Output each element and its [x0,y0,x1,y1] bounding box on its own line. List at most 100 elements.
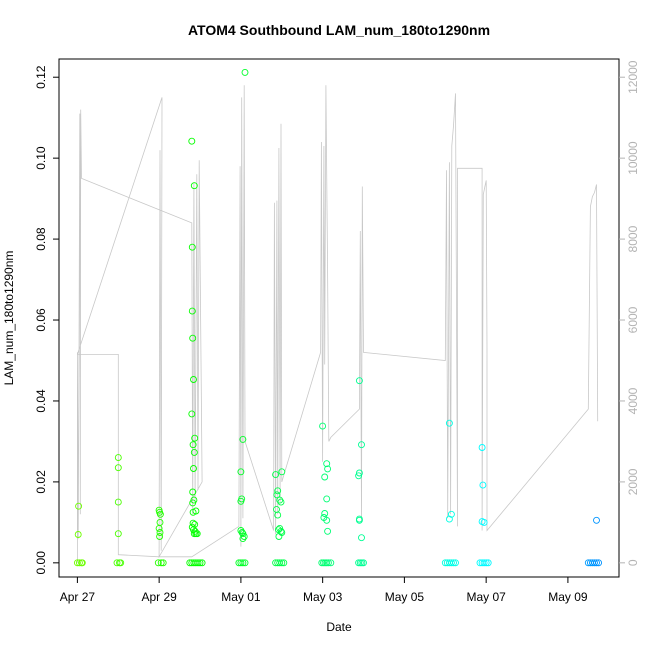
data-point [274,511,282,519]
y2-tick-label: 8000 [626,225,640,252]
y-tick-label: 0.10 [34,146,48,170]
data-point [114,530,122,538]
y-tick-label: 0.04 [34,389,48,413]
data-point [237,468,245,476]
data-point [198,559,206,567]
data-point [189,499,197,507]
data-point [190,182,198,190]
data-point [280,559,288,567]
data-point [190,376,197,383]
data-point [75,559,83,567]
data-point [239,435,247,443]
data-point [321,473,329,481]
secondary-series [76,85,599,563]
data-point [73,559,81,567]
data-point [278,559,286,567]
data-point [113,559,121,567]
x-tick-label: May 09 [548,590,588,604]
data-point [191,434,199,442]
y-tick-label: 0.00 [34,551,48,575]
data-point [478,444,486,451]
data-point [241,68,249,76]
data-point [239,535,247,543]
data-point [188,137,196,145]
data-point [324,527,332,535]
data-point [452,559,459,567]
data-point [323,460,331,468]
data-point [192,507,200,515]
data-point [117,559,125,567]
data-point [196,559,204,567]
data-point [274,487,282,495]
y2-tick-label: 4000 [626,387,640,414]
data-point [188,307,196,315]
data-point [75,502,83,510]
data-point [321,510,329,517]
y2-tick-label: 0 [626,559,640,566]
data-point [479,481,487,489]
data-point [194,559,202,567]
y-axis-title: LAM_num_180to1290nm [2,251,16,386]
data-point [190,465,197,472]
data-point [355,472,363,480]
data-point [484,559,492,567]
data-point [355,516,363,524]
y-tick-label: 0.08 [34,227,48,251]
data-point [155,524,163,532]
data-point [445,515,453,523]
data-point [156,529,164,536]
data-point [355,469,363,477]
data-point [324,465,332,473]
y2-tick-label: 10000 [626,141,640,175]
data-point [278,468,286,476]
x-tick-label: May 05 [385,590,425,604]
data-point [189,519,197,527]
data-point [480,518,488,526]
data-point [114,464,122,472]
data-point [189,334,197,342]
y2-tick-label: 12000 [626,60,640,94]
x-tick-label: Apr 27 [60,590,96,604]
data-point [355,377,363,385]
data-point [188,243,196,251]
data-point [277,498,285,506]
y2-tick-label: 2000 [626,468,640,495]
x-tick-label: Apr 29 [141,590,177,604]
y-axis: 0.00 0.02 0.04 0.06 0.08 0.10 0.12 [34,65,59,574]
data-point [154,559,162,567]
data-point [237,497,245,505]
x-tick-label: May 07 [466,590,506,604]
data-point [358,441,365,449]
data-point [450,559,457,567]
data-point [323,495,331,503]
data-point [239,559,247,567]
data-point [447,510,455,518]
data-point [78,559,86,567]
data-point [324,559,332,567]
data-point [595,559,603,567]
data-point [190,526,197,534]
data-point [272,471,280,479]
data-point [275,533,283,540]
data-point [114,498,122,506]
x-axis-title: Date [326,620,352,634]
data-point [193,530,201,538]
data-point [447,559,455,567]
y2-axis: 0 2000 4000 6000 8000 10000 12000 [619,60,640,566]
secondary-line [76,85,599,563]
plot-frame [58,58,620,578]
data-point [237,559,245,567]
y-tick-label: 0.02 [34,470,48,494]
data-point [319,422,327,430]
data-point [273,491,281,499]
data-point [327,559,335,567]
data-point [241,559,249,567]
data-point [74,531,82,538]
data-point [358,534,365,542]
data-point [159,559,167,567]
data-point [156,510,164,518]
data-point [482,559,490,567]
data-point [593,516,600,524]
data-point [189,488,197,496]
